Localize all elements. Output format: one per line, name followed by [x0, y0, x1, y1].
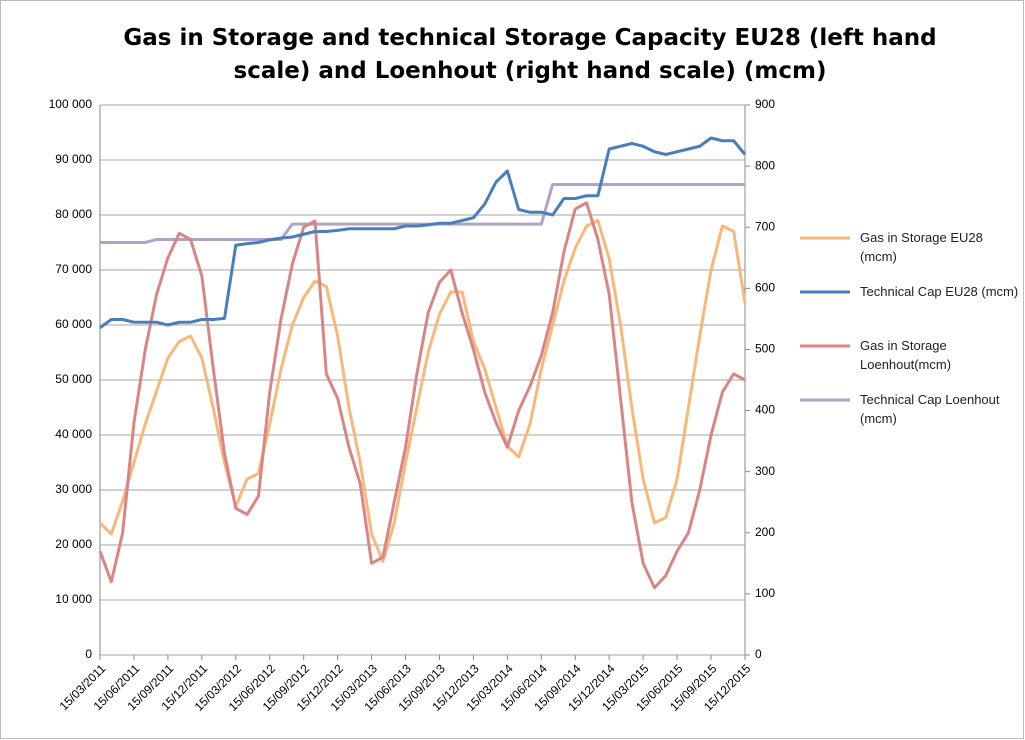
series-line	[98, 201, 746, 590]
y2-tick-label: 100	[755, 586, 775, 600]
y-tick-label: 10 000	[55, 592, 92, 606]
y-tick-label: 40 000	[55, 427, 92, 441]
y-tick-label: 70 000	[55, 262, 92, 276]
y-tick-label: 20 000	[55, 537, 92, 551]
series-line	[100, 182, 745, 244]
y2-tick-label: 900	[755, 97, 775, 111]
y2-tick-label: 800	[755, 158, 775, 172]
y2-tick-label: 700	[755, 219, 775, 233]
y-tick-label: 80 000	[55, 207, 92, 221]
y2-tick-label: 200	[755, 525, 775, 539]
chart-title: Gas in Storage and technical Storage Cap…	[123, 25, 937, 84]
y2-tick-label: 600	[755, 281, 775, 295]
y-tick-label: 100 000	[49, 97, 93, 111]
series-line	[99, 136, 747, 329]
legend-label: Gas in Storage EU28 (mcm)	[860, 230, 983, 264]
legend-label: Technical Cap EU28 (mcm)	[860, 284, 1019, 299]
y-tick-label: 60 000	[55, 317, 92, 331]
y-tick-label: 50 000	[55, 372, 92, 386]
y-tick-label: 90 000	[55, 152, 92, 166]
y-tick-label: 30 000	[55, 482, 92, 496]
y2-tick-label: 0	[755, 647, 762, 661]
y-tick-label: 0	[85, 647, 92, 661]
legend-label: Technical Cap Loenhout (mcm)	[860, 392, 1000, 426]
y2-tick-label: 400	[755, 403, 775, 417]
y2-tick-label: 500	[755, 342, 775, 356]
y2-tick-label: 300	[755, 464, 775, 478]
legend-label: Gas in Storage Loenhout(mcm)	[860, 338, 952, 372]
series-line	[98, 219, 747, 563]
